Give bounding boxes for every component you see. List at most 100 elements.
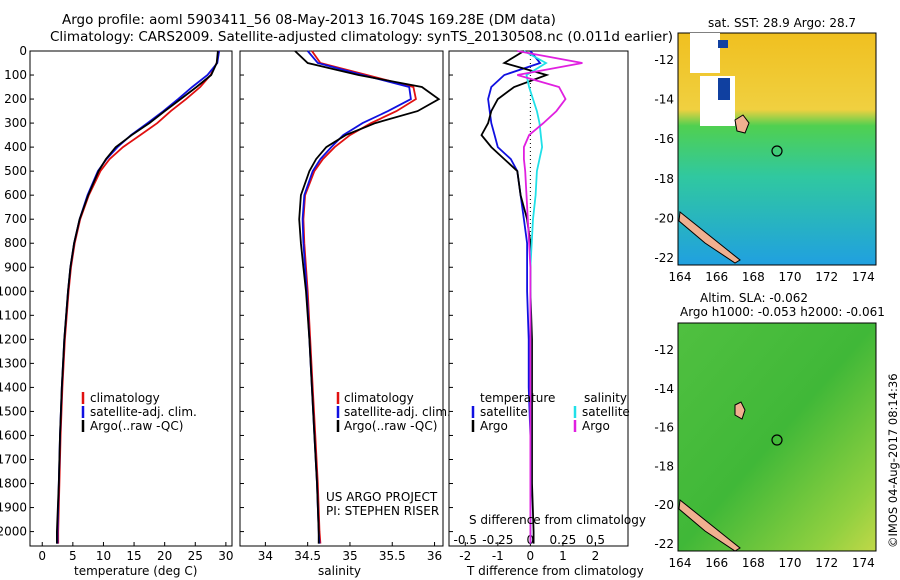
sla-map-x-tick-label: 164 xyxy=(669,556,692,570)
x-tick-label: 5 xyxy=(69,549,77,563)
sst-map-y-tick-label: -20 xyxy=(654,211,674,225)
x-tick-label: 20 xyxy=(157,549,172,563)
temperature-panel: 0 5 10 15 20 25 300100200300400500600700800900… xyxy=(0,44,234,563)
secondary-x-tick-label: 0.5 xyxy=(586,533,605,547)
sst-map-x-tick-label: 172 xyxy=(815,270,838,284)
series-line-satellite-adj-clim- xyxy=(301,50,412,544)
y-tick-label: 1600 xyxy=(0,428,27,442)
sla-new-caledonia xyxy=(678,499,741,552)
legend-temperature-title: temperature xyxy=(480,391,556,405)
sla-map-y-tick-label: -18 xyxy=(654,459,674,473)
y-tick-label: 1000 xyxy=(0,284,27,298)
credit-project: US ARGO PROJECT xyxy=(326,490,438,504)
sst-map xyxy=(677,32,877,266)
x-tick-label: 10 xyxy=(96,549,111,563)
difference-axes-frame xyxy=(448,50,629,547)
x-tick-label: 15 xyxy=(126,549,141,563)
secondary-x-tick-label: -0.25 xyxy=(482,533,513,547)
sst-missing-data xyxy=(690,33,720,73)
y-tick-label: 2000 xyxy=(0,525,27,539)
y-tick-label: 0 xyxy=(19,44,27,58)
y-tick-label: 700 xyxy=(4,212,27,226)
sla-map-x-tick-label: 170 xyxy=(779,556,802,570)
legend-satellite-adj: satellite-adj. clim. xyxy=(90,405,197,419)
sst-argo-position-marker xyxy=(771,145,783,157)
sla-island xyxy=(734,401,746,420)
sst-map-title: sat. SST: 28.9 Argo: 28.7 xyxy=(708,16,857,30)
y-tick-label: 1300 xyxy=(0,356,27,370)
salinity-axes-frame xyxy=(239,50,444,547)
legend-s-satellite: satellite xyxy=(582,405,630,419)
salinity-axis-label: salinity xyxy=(318,564,362,578)
sst-map-y-tick-label: -16 xyxy=(654,132,674,146)
legend-climatology: climatology xyxy=(344,391,414,405)
sst-map-x-tick-label: 170 xyxy=(779,270,802,284)
credit-pi: PI: STEPHEN RISER xyxy=(326,504,440,518)
header-line2: Climatology: CARS2009. Satellite-adjuste… xyxy=(50,29,673,45)
legend-t-satellite: satellite xyxy=(480,405,528,419)
sst-map-y-tick-label: -14 xyxy=(654,93,674,107)
x-tick-label: 0 xyxy=(38,549,46,563)
secondary-x-tick-label: -0.5 xyxy=(454,533,477,547)
y-tick-label: 1900 xyxy=(0,501,27,515)
x-tick-label: 25 xyxy=(188,549,203,563)
y-tick-label: 300 xyxy=(4,116,27,130)
watermark: ©IMOS 04-Aug-2017 08:14:36 xyxy=(886,373,900,548)
y-tick-label: 400 xyxy=(4,140,27,154)
header-line1: Argo profile: aoml 5903411_56 08-May-201… xyxy=(62,12,556,28)
sst-cold-patch xyxy=(718,78,730,100)
sla-map-title-2: Argo h1000: -0.053 h2000: -0.061 xyxy=(680,305,885,319)
y-tick-label: 200 xyxy=(4,92,27,106)
x-tick-label: -1 xyxy=(492,549,504,563)
salinity-panel: 34 34.5 35 35.5 36 xyxy=(239,50,444,563)
y-tick-label: 900 xyxy=(4,260,27,274)
legend-argo: Argo(..raw -QC) xyxy=(344,419,438,433)
temperature-axes-frame xyxy=(29,50,233,547)
x-tick-label: 36 xyxy=(427,549,442,563)
x-tick-label: 0 xyxy=(527,549,535,563)
sst-map-y-tick-label: -18 xyxy=(654,172,674,186)
sst-map-x-tick-label: 168 xyxy=(742,270,765,284)
sla-map xyxy=(677,322,877,552)
sla-map-y-tick-label: -12 xyxy=(654,343,674,357)
x-tick-label: -2 xyxy=(459,549,471,563)
sla-map-y-tick-label: -20 xyxy=(654,498,674,512)
x-tick-label: 30 xyxy=(218,549,233,563)
sst-new-caledonia xyxy=(678,211,741,264)
difference-secondary-axis-label: S difference from climatology xyxy=(469,513,646,527)
sla-map-y-tick-label: -22 xyxy=(654,537,674,551)
y-tick-label: 100 xyxy=(4,68,27,82)
y-tick-label: 1700 xyxy=(0,452,27,466)
x-tick-label: 1 xyxy=(559,549,567,563)
series-line-satellite-adj-clim- xyxy=(56,50,220,544)
temperature-axis-label: temperature (deg C) xyxy=(74,564,198,578)
sla-map-y-tick-label: -14 xyxy=(654,382,674,396)
y-tick-label: 500 xyxy=(4,164,27,178)
sst-cold-patch-2 xyxy=(718,40,728,48)
y-tick-label: 1100 xyxy=(0,308,27,322)
sst-map-y-tick-label: -12 xyxy=(654,53,674,67)
secondary-x-tick-label: 0.25 xyxy=(550,533,577,547)
legend-s-argo: Argo xyxy=(582,419,610,433)
y-tick-label: 800 xyxy=(4,236,27,250)
sst-map-x-tick-label: 166 xyxy=(705,270,728,284)
legend-salinity-title: salinity xyxy=(584,391,628,405)
legend-satellite-adj: satellite-adj. clim. xyxy=(344,405,451,419)
sst-map-x-tick-label: 164 xyxy=(669,270,692,284)
sla-map-x-tick-label: 174 xyxy=(852,556,875,570)
y-tick-label: 1800 xyxy=(0,477,27,491)
x-tick-label: 34.5 xyxy=(294,549,321,563)
sla-map-x-tick-label: 168 xyxy=(742,556,765,570)
series-line-temperature-argo xyxy=(480,50,550,544)
y-tick-label: 1200 xyxy=(0,332,27,346)
sla-map-x-tick-label: 172 xyxy=(815,556,838,570)
legend-climatology: climatology xyxy=(90,391,160,405)
y-tick-label: 1500 xyxy=(0,404,27,418)
series-line-climatology xyxy=(57,50,220,544)
sla-map-y-tick-label: -16 xyxy=(654,421,674,435)
x-tick-label: 2 xyxy=(592,549,600,563)
legend-argo: Argo(..raw -QC) xyxy=(90,419,184,433)
x-tick-label: 34 xyxy=(258,549,273,563)
difference-axis-label: T difference from climatology xyxy=(467,564,644,578)
